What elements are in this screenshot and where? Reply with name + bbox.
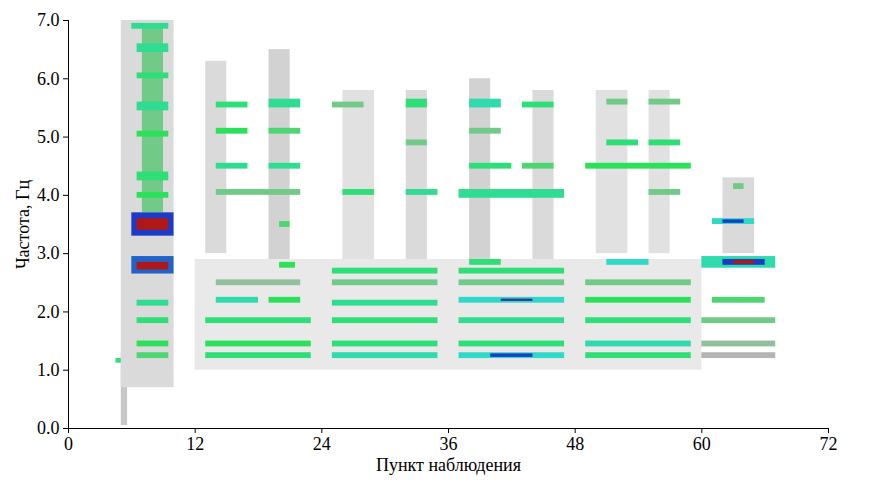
svg-text:6.0: 6.0 — [37, 69, 60, 89]
svg-text:3.0: 3.0 — [37, 243, 60, 263]
svg-text:72: 72 — [820, 434, 838, 454]
svg-text:60: 60 — [693, 434, 711, 454]
svg-text:24: 24 — [313, 434, 331, 454]
svg-text:2.0: 2.0 — [37, 302, 60, 322]
svg-text:Частота, Гц: Частота, Гц — [13, 180, 33, 270]
svg-text:12: 12 — [186, 434, 204, 454]
svg-text:0: 0 — [64, 434, 73, 454]
svg-text:48: 48 — [566, 434, 584, 454]
svg-text:4.0: 4.0 — [37, 185, 60, 205]
svg-text:0.0: 0.0 — [37, 418, 60, 438]
svg-text:1.0: 1.0 — [37, 360, 60, 380]
svg-text:5.0: 5.0 — [37, 127, 60, 147]
svg-text:Пункт наблюдения: Пункт наблюдения — [376, 455, 521, 475]
svg-text:7.0: 7.0 — [37, 10, 60, 30]
svg-text:36: 36 — [440, 434, 458, 454]
